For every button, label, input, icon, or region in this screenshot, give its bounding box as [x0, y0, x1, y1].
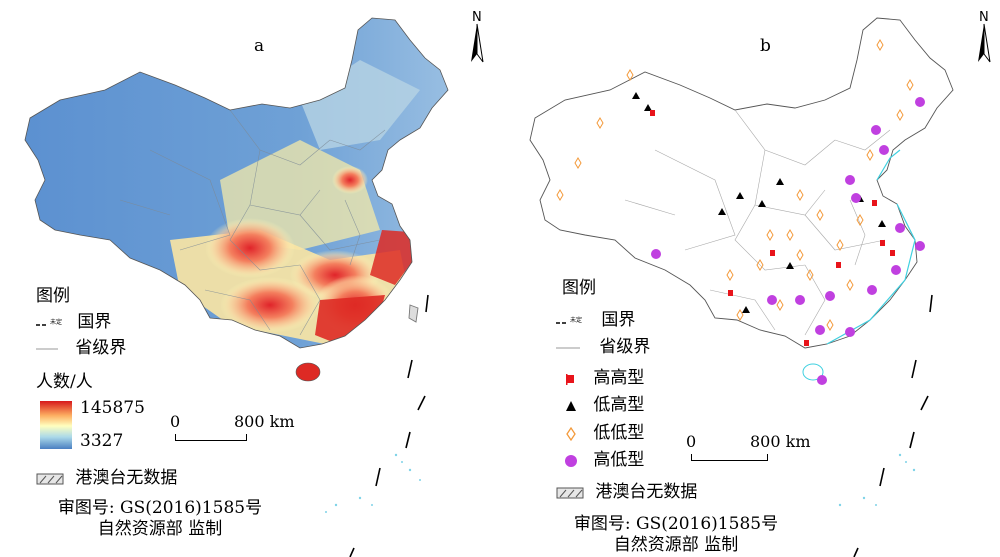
symbols-low-high	[632, 92, 886, 313]
low-high-label: 低高型	[593, 395, 645, 415]
legend-no-data: 港澳台无数据	[556, 484, 697, 501]
no-data-label: 港澳台无数据	[595, 482, 698, 502]
legend-high-low: 高低型	[564, 452, 644, 469]
scale-bar-line	[691, 454, 768, 461]
provincial-border-label: 省级界	[75, 338, 127, 358]
high-low-label: 高低型	[593, 450, 645, 470]
panel-a: a N 图例 未定 国界 省级界 人数/人 145875 3327	[24, 10, 488, 557]
north-arrow: N	[466, 10, 488, 66]
panel-label-b: b	[760, 36, 771, 56]
national-border-label: 国界	[601, 310, 636, 330]
no-data-label: 港澳台无数据	[75, 468, 178, 488]
low-low-label: 低低型	[593, 423, 645, 443]
scale-end: 800 km	[750, 432, 811, 451]
purple-circle-icon	[565, 454, 577, 467]
symbols-low-low	[556, 39, 914, 331]
legend-title: 图例	[36, 286, 70, 306]
orange-diamond-icon	[566, 426, 576, 441]
map-a-population	[24, 17, 449, 557]
scale-bar-line	[175, 434, 247, 441]
legend-max-value: 145875	[80, 398, 145, 418]
legend-national-border: 未定 国界	[556, 312, 635, 329]
scale-start: 0	[686, 432, 697, 451]
black-triangle-icon	[566, 400, 576, 411]
map-b-lisa-clusters	[529, 17, 954, 557]
approval-b: 审图号: GS(2016)1585号 自然资源部 监制	[556, 514, 796, 556]
approval-authority: 自然资源部 监制	[97, 519, 223, 539]
legend-provincial-border: 省级界	[556, 339, 650, 356]
legend-low-low: 低低型	[564, 425, 644, 442]
red-flag-icon	[566, 373, 574, 385]
approval-a: 审图号: GS(2016)1585号 自然资源部 监制	[40, 498, 280, 540]
national-border-icon: 未定	[36, 318, 62, 326]
no-data-hatch-icon	[556, 487, 584, 498]
legend-national-border: 未定 国界	[36, 314, 111, 331]
legend-min-value: 3327	[80, 431, 124, 451]
high-high-label: 高高型	[593, 368, 645, 388]
provincial-border-icon	[36, 348, 58, 349]
panel-b: b N 图例 未定 国界 省级界 高高型	[500, 0, 1000, 557]
legend-high-high: 高高型	[564, 370, 644, 387]
scale-start: 0	[170, 412, 181, 431]
legend-low-high: 低高型	[564, 397, 644, 414]
symbols-high-low	[651, 97, 925, 385]
north-label: N	[472, 10, 482, 25]
north-label: N	[979, 10, 989, 25]
scale-end: 800 km	[234, 412, 295, 431]
national-border-icon: 未定	[556, 316, 582, 324]
provincial-border-icon	[556, 347, 580, 348]
legend-title: 图例	[562, 278, 596, 298]
national-border-label: 国界	[77, 312, 112, 332]
approval-number: 审图号: GS(2016)1585号	[57, 498, 263, 518]
undetermined-mark: 未定	[50, 318, 62, 326]
undetermined-mark: 未定	[570, 316, 582, 324]
north-arrow-icon	[471, 23, 484, 63]
north-arrow-icon	[978, 23, 991, 63]
panel-label-a: a	[254, 36, 265, 56]
legend-variable-title: 人数/人	[36, 372, 93, 392]
provincial-border-label: 省级界	[599, 337, 651, 357]
color-ramp	[40, 401, 72, 449]
approval-number: 审图号: GS(2016)1585号	[573, 514, 779, 534]
legend-no-data: 港澳台无数据	[36, 470, 177, 487]
symbols-high-high	[650, 110, 895, 346]
north-arrow: N	[973, 10, 995, 66]
approval-authority: 自然资源部 监制	[613, 535, 739, 555]
no-data-hatch-icon	[36, 473, 64, 484]
legend-provincial-border: 省级界	[36, 340, 126, 357]
